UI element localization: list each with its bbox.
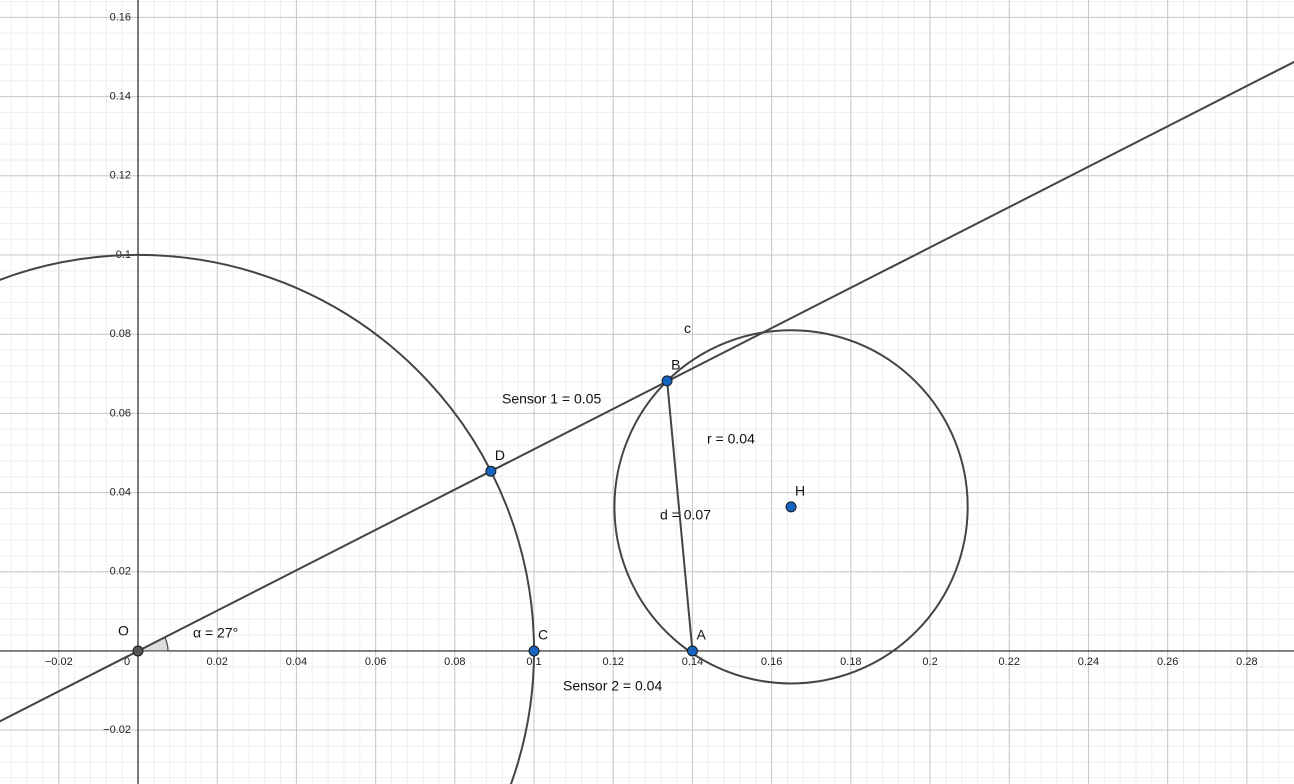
y-tick-label: 0.04 — [110, 486, 131, 498]
y-tick-label: −0.02 — [103, 724, 131, 736]
y-tick-label: 0.16 — [110, 11, 131, 23]
point-name: A — [696, 627, 706, 643]
value-label: Sensor 2 = 0.04 — [563, 678, 662, 694]
x-tick-label: 0.16 — [761, 656, 782, 668]
circle-name: c — [684, 320, 691, 336]
point-name: D — [495, 447, 505, 463]
point — [785, 501, 797, 513]
x-tick-label: 0.02 — [207, 656, 228, 668]
x-tick-label: 0.14 — [682, 656, 703, 668]
point — [132, 645, 144, 657]
point-name: H — [795, 483, 805, 499]
y-tick-label: 0.06 — [110, 407, 131, 419]
value-label: Sensor 1 = 0.05 — [502, 391, 601, 407]
value-label: d = 0.07 — [660, 507, 711, 523]
value-label: r = 0.04 — [707, 431, 755, 447]
x-tick-label: 0.06 — [365, 656, 386, 668]
circle — [613, 329, 969, 685]
x-tick-label: 0.26 — [1157, 656, 1178, 668]
y-tick-label: 0.14 — [110, 91, 131, 103]
x-tick-label: 0 — [124, 656, 130, 668]
point-name: B — [671, 357, 680, 373]
x-tick-label: 0.12 — [603, 656, 624, 668]
point-name: O — [118, 623, 129, 639]
point — [528, 645, 540, 657]
point-name: C — [538, 627, 548, 643]
x-tick-label: −0.02 — [45, 656, 73, 668]
x-tick-label: 0.04 — [286, 656, 307, 668]
y-tick-label: 0.02 — [110, 566, 131, 578]
point — [686, 645, 698, 657]
y-tick-label: 0.12 — [110, 170, 131, 182]
x-tick-label: 0.22 — [999, 656, 1020, 668]
value-label: α = 27° — [193, 625, 238, 641]
x-tick-label: 0.24 — [1078, 656, 1099, 668]
x-tick-label: 0.08 — [444, 656, 465, 668]
x-tick-label: 0.18 — [840, 656, 861, 668]
point — [485, 465, 497, 477]
x-tick-label: 0.2 — [922, 656, 937, 668]
x-tick-label: 0.28 — [1236, 656, 1257, 668]
y-tick-label: 0.08 — [110, 328, 131, 340]
segment — [666, 380, 694, 652]
point — [661, 375, 673, 387]
